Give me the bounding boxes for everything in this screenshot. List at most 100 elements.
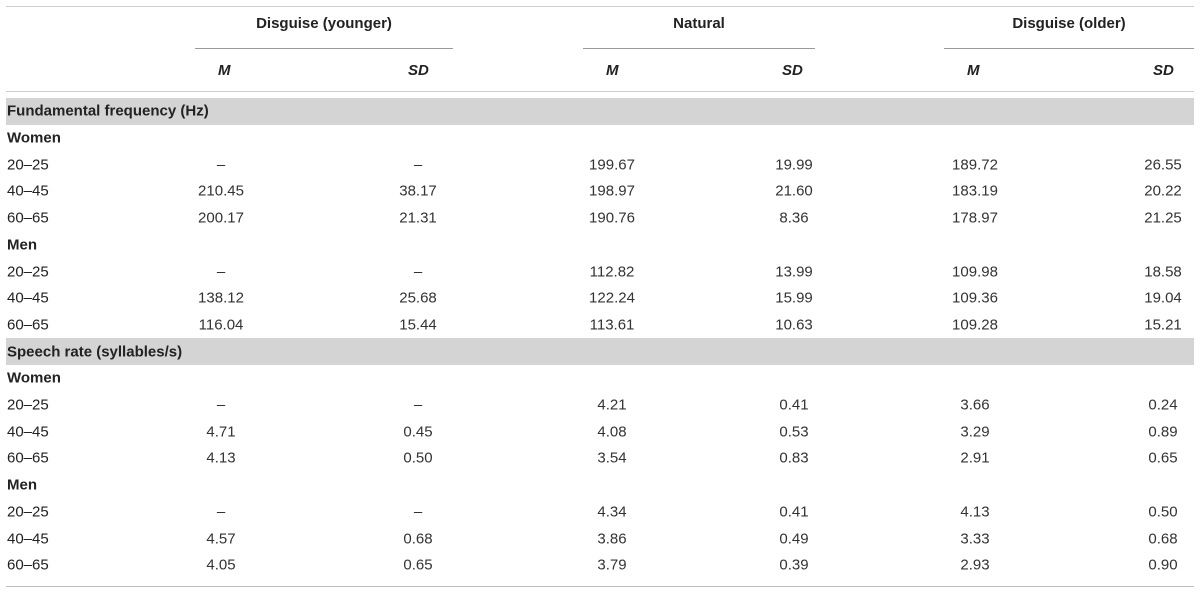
value-cell-m-disguise-older: 178.97	[952, 209, 998, 227]
value-cell-m-disguise-younger: 210.45	[198, 182, 244, 200]
value-cell-m-disguise-younger: 4.57	[206, 530, 236, 548]
value-cell-m-natural: 190.76	[589, 209, 635, 227]
value-cell-m-disguise-younger: 138.12	[198, 289, 244, 307]
col-header-m-disguise-younger: M	[218, 62, 231, 79]
header-rule	[6, 91, 1194, 92]
value-cell-sd-disguise-older: 21.25	[1144, 209, 1182, 227]
value-cell-sd-disguise-older: 0.89	[1148, 423, 1178, 441]
table-row: 40–45 4.71 0.45 4.08 0.53 3.29 0.89	[6, 418, 1194, 445]
value-cell-m-disguise-older: 4.13	[960, 503, 990, 521]
value-cell-m-natural: 113.61	[589, 316, 635, 334]
value-cell-m-disguise-older: 109.98	[952, 263, 998, 281]
value-cell-sd-natural: 15.99	[775, 289, 813, 307]
col-header-sd-natural: SD	[782, 62, 803, 79]
value-cell-m-natural: 4.21	[597, 396, 627, 414]
value-cell-m-disguise-older: 189.72	[952, 156, 998, 174]
value-cell-m-disguise-older: 3.66	[960, 396, 990, 414]
value-cell-m-disguise-older: 2.93	[960, 556, 990, 574]
value-cell-m-disguise-younger: 4.13	[206, 449, 236, 467]
group-label: Women	[7, 369, 61, 387]
table-row: 60–65 116.04 15.44 113.61 10.63 109.28 15.21	[6, 312, 1194, 339]
value-cell-m-disguise-older: 183.19	[952, 182, 998, 200]
table-row: 60–65 4.13 0.50 3.54 0.83 2.91 0.65	[6, 445, 1194, 472]
group-rule-natural	[583, 48, 815, 49]
value-cell-m-natural: 4.34	[597, 503, 627, 521]
value-cell-m-natural: 3.79	[597, 556, 627, 574]
value-cell-sd-disguise-older: 0.65	[1148, 449, 1178, 467]
group-header-disguise-older: Disguise (older)	[1012, 15, 1126, 32]
table-row: 40–45 138.12 25.68 122.24 15.99 109.36 19.04	[6, 285, 1194, 312]
table-row: 60–65 4.05 0.65 3.79 0.39 2.93 0.90	[6, 552, 1194, 579]
value-cell-sd-natural: 0.41	[779, 503, 809, 521]
age-range-cell: 40–45	[7, 530, 49, 548]
value-cell-sd-natural: 21.60	[775, 182, 813, 200]
age-range-cell: 20–25	[7, 263, 49, 281]
value-cell-sd-disguise-older: 0.68	[1148, 530, 1178, 548]
age-range-cell: 40–45	[7, 182, 49, 200]
value-cell-sd-disguise-older: 15.21	[1144, 316, 1182, 334]
value-cell-sd-natural: 10.63	[775, 316, 813, 334]
value-cell-m-natural: 112.82	[589, 263, 635, 281]
col-header-m-disguise-older: M	[967, 62, 980, 79]
value-cell-sd-natural: 8.36	[779, 209, 809, 227]
section-row: Speech rate (syllables/s)	[6, 338, 1194, 365]
value-cell-sd-disguise-younger: 15.44	[399, 316, 437, 334]
value-cell-m-natural: 122.24	[589, 289, 635, 307]
section-row: Fundamental frequency (Hz)	[6, 98, 1194, 125]
age-range-cell: 40–45	[7, 289, 49, 307]
value-cell-m-disguise-younger: 116.04	[198, 316, 244, 334]
group-label: Women	[7, 129, 61, 147]
value-cell-sd-disguise-younger: 0.68	[403, 530, 433, 548]
table-row: 20–25 – – 4.34 0.41 4.13 0.50	[6, 499, 1194, 526]
age-range-cell: 60–65	[7, 316, 49, 334]
value-cell-sd-natural: 0.53	[779, 423, 809, 441]
table-row: 20–25 – – 199.67 19.99 189.72 26.55	[6, 151, 1194, 178]
value-cell-sd-disguise-older: 19.04	[1144, 289, 1182, 307]
value-cell-sd-natural: 0.83	[779, 449, 809, 467]
value-cell-m-natural: 198.97	[589, 182, 635, 200]
group-row: Men	[6, 472, 1194, 499]
value-cell-m-natural: 3.86	[597, 530, 627, 548]
col-header-sd-disguise-younger: SD	[408, 62, 429, 79]
value-cell-m-disguise-older: 109.36	[952, 289, 998, 307]
age-range-cell: 60–65	[7, 449, 49, 467]
value-cell-sd-disguise-younger: 0.65	[403, 556, 433, 574]
table-bottom-rule	[6, 586, 1194, 587]
value-cell-sd-disguise-younger: –	[413, 156, 423, 174]
age-range-cell: 20–25	[7, 503, 49, 521]
value-cell-sd-natural: 0.41	[779, 396, 809, 414]
group-header-disguise-younger: Disguise (younger)	[256, 15, 392, 32]
value-cell-sd-disguise-older: 0.90	[1148, 556, 1178, 574]
value-cell-sd-disguise-older: 26.55	[1144, 156, 1182, 174]
table-row: 60–65 200.17 21.31 190.76 8.36 178.97 21.25	[6, 205, 1194, 232]
value-cell-m-natural: 3.54	[597, 449, 627, 467]
value-cell-m-natural: 4.08	[597, 423, 627, 441]
table-row: 40–45 210.45 38.17 198.97 21.60 183.19 20.22	[6, 178, 1194, 205]
group-rule-disguise-older	[944, 48, 1194, 49]
value-cell-sd-disguise-older: 0.50	[1148, 503, 1178, 521]
value-cell-sd-disguise-younger: –	[413, 263, 423, 281]
table-row: 20–25 – – 4.21 0.41 3.66 0.24	[6, 392, 1194, 419]
section-label: Fundamental frequency (Hz)	[7, 102, 209, 120]
value-cell-sd-disguise-older: 20.22	[1144, 182, 1182, 200]
group-row: Women	[6, 125, 1194, 152]
value-cell-sd-disguise-older: 0.24	[1148, 396, 1178, 414]
table-row: 20–25 – – 112.82 13.99 109.98 18.58	[6, 258, 1194, 285]
value-cell-m-disguise-younger: 4.71	[206, 423, 236, 441]
value-cell-m-disguise-younger: 4.05	[206, 556, 236, 574]
value-cell-sd-natural: 19.99	[775, 156, 813, 174]
value-cell-m-disguise-older: 109.28	[952, 316, 998, 334]
value-cell-m-disguise-younger: –	[216, 396, 226, 414]
value-cell-sd-natural: 13.99	[775, 263, 813, 281]
value-cell-sd-disguise-younger: 21.31	[399, 209, 437, 227]
value-cell-sd-disguise-younger: 25.68	[399, 289, 437, 307]
value-cell-m-disguise-younger: –	[216, 156, 226, 174]
group-header-natural: Natural	[673, 15, 725, 32]
value-cell-m-disguise-younger: –	[216, 503, 226, 521]
value-cell-m-natural: 199.67	[589, 156, 635, 174]
value-cell-m-disguise-younger: 200.17	[198, 209, 244, 227]
value-cell-m-disguise-older: 3.33	[960, 530, 990, 548]
value-cell-sd-natural: 0.39	[779, 556, 809, 574]
group-row: Men	[6, 232, 1194, 259]
age-range-cell: 60–65	[7, 209, 49, 227]
